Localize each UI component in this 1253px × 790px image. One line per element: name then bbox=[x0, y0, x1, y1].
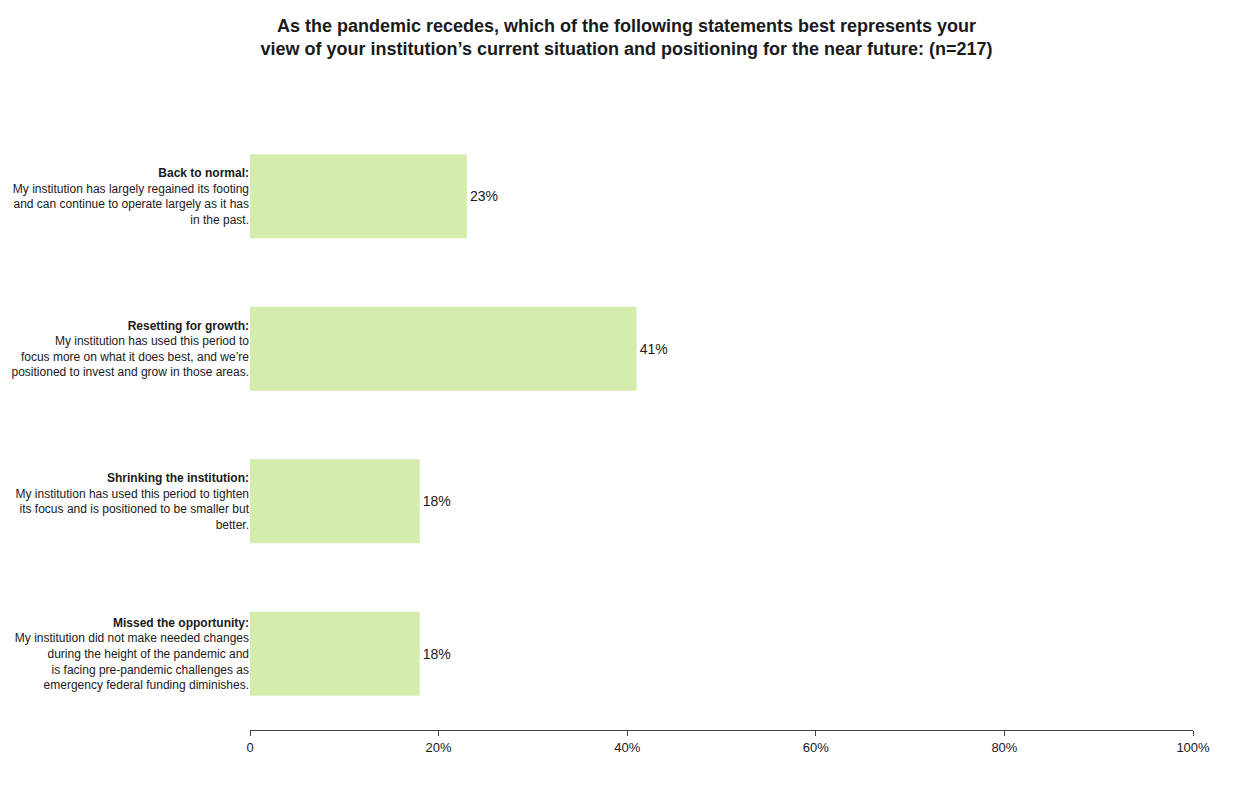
svg-text:100%: 100% bbox=[1176, 740, 1210, 755]
svg-text:Back to normal:My institution: Back to normal:My institution has largel… bbox=[13, 166, 249, 227]
svg-text:Shrinking the institution:My i: Shrinking the institution:My institution… bbox=[16, 471, 250, 532]
svg-text:80%: 80% bbox=[991, 740, 1017, 755]
svg-text:23%: 23% bbox=[470, 188, 498, 204]
svg-text:Missed the opportunity:My inst: Missed the opportunity:My institution di… bbox=[15, 616, 249, 692]
svg-text:As the pandemic recedes, which: As the pandemic recedes, which of the fo… bbox=[261, 16, 993, 59]
svg-text:18%: 18% bbox=[423, 493, 451, 509]
svg-text:Resetting for growth:My instit: Resetting for growth:My institution has … bbox=[12, 319, 250, 380]
svg-text:41%: 41% bbox=[640, 341, 668, 357]
svg-text:20%: 20% bbox=[426, 740, 452, 755]
svg-text:40%: 40% bbox=[614, 740, 640, 755]
svg-text:60%: 60% bbox=[803, 740, 829, 755]
svg-text:18%: 18% bbox=[423, 646, 451, 662]
svg-text:0: 0 bbox=[246, 740, 253, 755]
